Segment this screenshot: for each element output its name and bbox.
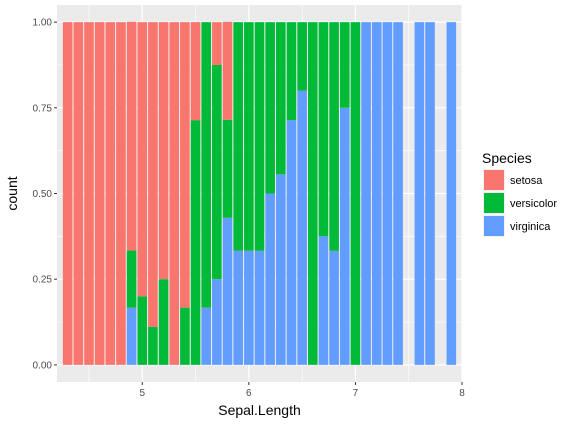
bar-versicolor: [286, 22, 297, 121]
bar-virginica: [233, 250, 243, 365]
bar-versicolor: [339, 22, 350, 108]
legend-swatch-versicolor: [484, 193, 504, 213]
bar-setosa: [73, 22, 84, 365]
x-tick-label: 6: [246, 388, 252, 399]
bar-versicolor: [318, 22, 329, 237]
bar-setosa: [62, 22, 73, 365]
bar-setosa: [116, 22, 126, 365]
bar-virginica: [222, 217, 233, 365]
bar-virginica: [276, 174, 286, 365]
bar-virginica: [254, 250, 265, 365]
bar-virginica: [382, 22, 393, 365]
bar-virginica: [339, 107, 350, 365]
y-tick-label: 0.25: [33, 275, 53, 286]
bar-setosa: [222, 21, 233, 120]
bar-setosa: [158, 22, 169, 280]
bar-virginica: [126, 307, 137, 365]
bar-versicolor: [233, 22, 243, 251]
bar-setosa: [190, 22, 201, 121]
x-axis: 5 6 7 8: [139, 382, 465, 399]
x-tick-label: 5: [139, 388, 145, 399]
legend: Species setosa versicolor virginica: [482, 150, 557, 237]
x-axis-title: Sepal.Length: [218, 402, 301, 418]
bar-virginica: [318, 236, 329, 365]
x-tick-label: 7: [353, 388, 359, 399]
bar-setosa: [137, 22, 148, 297]
legend-label-setosa: setosa: [510, 175, 543, 187]
bar-versicolor: [265, 22, 275, 194]
bar-versicolor: [148, 326, 158, 365]
bar-versicolor: [254, 22, 265, 251]
bar-virginica: [297, 90, 307, 365]
y-axis: 0.00 0.25 0.50 0.75 1.00: [33, 18, 57, 371]
bar-versicolor: [201, 22, 212, 308]
bar-versicolor: [244, 22, 254, 251]
legend-title: Species: [482, 150, 532, 166]
bar-setosa: [180, 22, 190, 308]
bar-versicolor: [329, 22, 339, 251]
bar-setosa: [148, 22, 158, 327]
bar-virginica: [414, 22, 425, 365]
bar-virginica: [265, 193, 275, 365]
bar-virginica: [201, 307, 212, 365]
bar-virginica: [393, 22, 403, 365]
bar-versicolor: [350, 22, 361, 365]
legend-label-virginica: virginica: [510, 221, 551, 233]
bar-setosa: [84, 22, 94, 365]
bar-versicolor: [126, 250, 137, 308]
bar-virginica: [446, 22, 457, 365]
bar-setosa: [94, 22, 105, 365]
y-tick-label: 0.50: [33, 189, 53, 200]
bar-virginica: [244, 250, 254, 365]
bar-versicolor: [222, 119, 233, 218]
y-tick-label: 0.75: [33, 103, 53, 114]
x-tick-label: 8: [459, 388, 465, 399]
bar-virginica: [286, 120, 297, 365]
y-tick-label: 0.00: [33, 360, 53, 371]
bar-virginica: [371, 22, 382, 365]
legend-swatch-virginica: [484, 216, 504, 236]
legend-swatch-setosa: [484, 170, 504, 190]
bar-versicolor: [307, 22, 318, 365]
bar-virginica: [212, 279, 222, 365]
bar-virginica: [361, 22, 371, 365]
bar-virginica: [425, 22, 435, 365]
bar-versicolor: [276, 22, 286, 175]
bar-versicolor: [190, 120, 201, 365]
bar-versicolor: [297, 22, 307, 91]
y-axis-title: count: [4, 176, 20, 210]
bar-versicolor: [158, 279, 169, 365]
bar-setosa: [169, 22, 180, 365]
bar-virginica: [329, 250, 339, 365]
bar-versicolor: [137, 296, 148, 365]
bar-setosa: [126, 21, 137, 251]
legend-label-versicolor: versicolor: [510, 198, 557, 210]
bar-versicolor: [212, 64, 222, 280]
y-tick-label: 1.00: [33, 18, 53, 29]
bar-setosa: [212, 22, 222, 65]
bar-setosa: [105, 22, 116, 365]
bar-versicolor: [180, 307, 190, 365]
bars: [62, 21, 457, 365]
